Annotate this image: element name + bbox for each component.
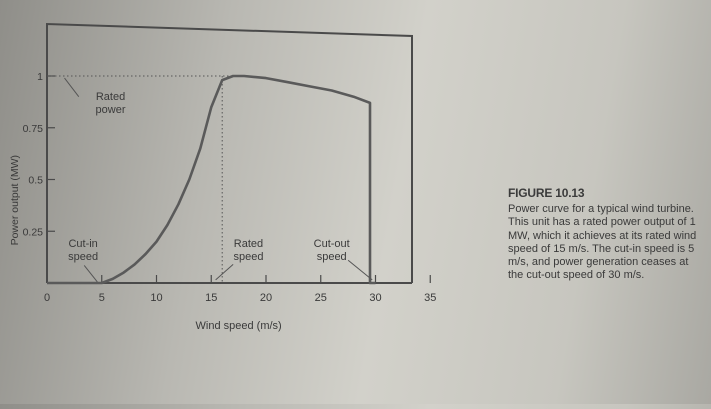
y-axis-label: Power output (MW) xyxy=(9,155,21,245)
x-tick-label: 25 xyxy=(315,292,327,304)
x-tick-label: 15 xyxy=(205,292,217,304)
rated-speed-annotation-line1: Rated xyxy=(234,238,263,250)
x-tick-label: 10 xyxy=(150,292,162,304)
cut-in-annotation-line1: Cut-in xyxy=(68,238,97,250)
y-tick-label: 0.5 xyxy=(28,175,43,187)
cut-out-annotation-line2: speed xyxy=(317,251,347,263)
rated-speed-pointer xyxy=(215,263,234,281)
cut-out-pointer xyxy=(347,259,373,281)
plot-frame xyxy=(46,22,413,283)
cut-out-annotation-line1: Cut-out xyxy=(314,238,350,250)
y-tick-label: 0.75 xyxy=(23,123,44,135)
caption-text: Power curve for a typical wind turbine. … xyxy=(508,203,697,282)
figure-caption: FIGURE 10.13 Power curve for a typical w… xyxy=(508,186,704,283)
rated-power-annotation-line2: power xyxy=(96,104,126,116)
x-tick-label: 35 xyxy=(424,292,436,304)
x-tick-label: 30 xyxy=(369,292,381,304)
power-curve-line xyxy=(47,74,376,285)
rated-speed-annotation-line2: speed xyxy=(233,251,263,263)
cut-in-annotation-line2: speed xyxy=(68,251,98,263)
rated-power-pointer xyxy=(64,77,80,98)
x-tick-label: 0 xyxy=(44,292,50,304)
y-tick-label: 1 xyxy=(37,71,43,83)
figure-label: FIGURE 10.13 xyxy=(508,186,585,200)
x-axis-label: Wind speed (m/s) xyxy=(196,320,282,332)
x-tick-label: 5 xyxy=(99,292,105,304)
x-tick-label: 20 xyxy=(260,292,272,304)
cut-in-pointer xyxy=(83,265,98,283)
rated-power-annotation-line1: Rated xyxy=(96,91,125,103)
y-tick-label: 0.25 xyxy=(23,226,44,238)
